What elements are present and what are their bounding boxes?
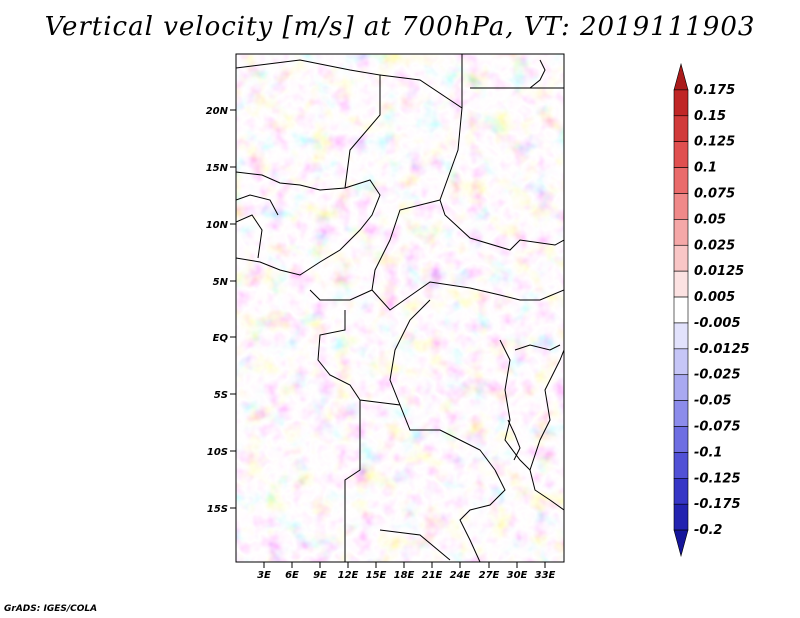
- colorbar-segment: [673, 270, 689, 298]
- colorbar-label: -0.0125: [694, 342, 750, 357]
- colorbar-segment: [673, 426, 689, 453]
- lon-tick: 21E: [422, 562, 443, 581]
- lat-tick: EQ: [213, 333, 236, 344]
- plot-area: [236, 54, 564, 562]
- lat-tick-label: 10N: [206, 220, 229, 231]
- lat-tick-label: 5N: [213, 277, 229, 288]
- colorbar-label: 0.005: [694, 290, 735, 305]
- lon-tick-label: 27E: [479, 570, 500, 581]
- lat-tick-label: 20N: [206, 106, 229, 117]
- lat-tick: 5N: [213, 277, 236, 288]
- colorbar-segment: [673, 322, 689, 350]
- lat-tick: 15S: [207, 504, 236, 515]
- lon-tick-label: 21E: [422, 570, 443, 581]
- lon-tick: 33E: [535, 562, 556, 581]
- lon-tick-label: 9E: [313, 570, 327, 581]
- country-boundaries: [236, 54, 564, 562]
- colorbar-segment: [673, 503, 689, 531]
- lon-tick: 9E: [313, 562, 327, 581]
- colorbar-segment: [673, 115, 689, 142]
- lon-tick-label: 3E: [257, 570, 271, 581]
- colorbar-segment: [673, 400, 689, 427]
- colorbar-label: 0.1: [694, 161, 717, 176]
- lon-tick: 18E: [394, 562, 415, 581]
- colorbar-segment: [673, 141, 689, 168]
- lat-tick-label: EQ: [213, 333, 229, 344]
- map-title: Vertical velocity [m/s] at 700hPa, VT: 2…: [44, 12, 756, 42]
- colorbar-label: -0.175: [694, 497, 741, 512]
- colorbar-label: 0.175: [694, 83, 735, 98]
- colorbar-segment: [673, 244, 689, 272]
- lat-tick-label: 15N: [206, 163, 229, 174]
- colorbar-label: -0.1: [694, 445, 722, 460]
- lat-tick: 20N: [206, 106, 236, 117]
- lon-tick-label: 12E: [338, 570, 359, 581]
- lon-tick-label: 30E: [507, 570, 528, 581]
- lon-tick: 6E: [285, 562, 299, 581]
- credit-text: GrADS: IGES/COLA: [4, 604, 98, 614]
- lat-tick-label: 15S: [207, 504, 228, 515]
- longitude-axis: 3E 6E 9E 12E 15E 18E 21E 24E 27E 30E 33E: [257, 562, 556, 581]
- colorbar-label: 0.125: [694, 135, 735, 150]
- colorbar-label: 0.025: [694, 238, 735, 253]
- lon-tick-label: 18E: [394, 570, 415, 581]
- colorbar-label: -0.05: [694, 394, 731, 409]
- colorbar-label: -0.005: [694, 316, 741, 331]
- lat-tick-label: 5S: [214, 390, 228, 401]
- colorbar-label: 0.075: [694, 186, 735, 201]
- colorbar-segment: [673, 478, 689, 505]
- colorbar-label: -0.125: [694, 471, 741, 486]
- colorbar-segment: [673, 348, 689, 376]
- colorbar-segment: [673, 452, 689, 479]
- colorbar-label: 0.15: [694, 109, 726, 124]
- plot-frame: [235, 53, 565, 563]
- lon-tick-label: 15E: [366, 570, 387, 581]
- colorbar-segment: [673, 89, 689, 117]
- colorbar-label: -0.2: [694, 523, 722, 538]
- colorbar-segment: [673, 296, 689, 324]
- colorbar: 0.175 0.15 0.125 0.1 0.075 0.05 0.025 0.0125 0.0…: [673, 62, 750, 558]
- colorbar-label: 0.0125: [694, 264, 744, 279]
- lat-tick-label: 10S: [207, 447, 228, 458]
- lat-tick: 10S: [207, 447, 236, 458]
- lat-tick: 5S: [214, 390, 236, 401]
- colorbar-segment: [673, 374, 689, 401]
- lon-tick-label: 6E: [285, 570, 299, 581]
- lon-tick: 3E: [257, 562, 271, 581]
- colorbar-arrow-bottom: [673, 529, 689, 558]
- colorbar-segment: [673, 219, 689, 246]
- colorbar-label: -0.025: [694, 368, 741, 383]
- lon-tick: 12E: [338, 562, 359, 581]
- latitude-axis: 20N 15N 10N 5N EQ 5S 10S 15S: [206, 106, 236, 515]
- colorbar-segment: [673, 167, 689, 194]
- lon-tick: 27E: [479, 562, 500, 581]
- lon-tick: 15E: [366, 562, 387, 581]
- lon-tick-label: 33E: [535, 570, 556, 581]
- lat-tick: 15N: [206, 163, 236, 174]
- lat-tick: 10N: [206, 220, 236, 231]
- colorbar-label: 0.05: [694, 212, 726, 227]
- colorbar-label: -0.075: [694, 420, 741, 435]
- colorbar-segment: [673, 193, 689, 220]
- colorbar-arrow-top: [673, 62, 689, 91]
- lon-tick-label: 24E: [450, 570, 471, 581]
- lon-tick: 30E: [507, 562, 528, 581]
- lon-tick: 24E: [450, 562, 471, 581]
- vertical-velocity-field: [236, 54, 564, 562]
